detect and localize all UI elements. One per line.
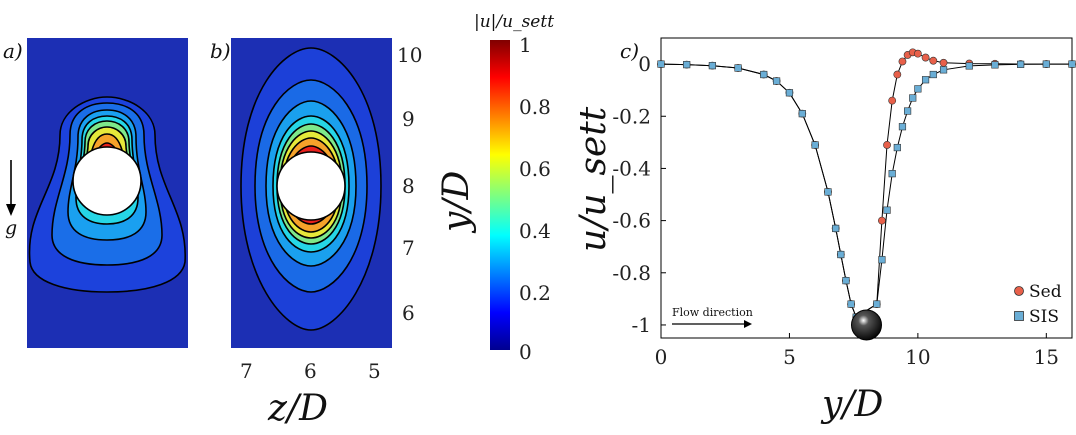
data-point-sed — [929, 56, 938, 65]
data-point-sis — [883, 206, 891, 214]
panel-b-ytick: 9 — [402, 107, 415, 131]
colorbar-tick: 0.4 — [519, 219, 551, 243]
colorbar-tick: 0.8 — [519, 95, 551, 119]
flow-direction-arrow-head — [744, 320, 752, 328]
data-point-sed — [893, 70, 902, 79]
y-tick-label: -0.8 — [612, 261, 651, 285]
x-tick-label: 5 — [783, 345, 796, 369]
series-line-sis — [660, 63, 1072, 318]
data-point-sed — [913, 49, 922, 58]
y-tick-label: -0.6 — [612, 209, 651, 233]
data-point-sis — [878, 256, 886, 264]
data-point-sis — [798, 110, 806, 118]
data-point-sis — [1068, 60, 1076, 68]
x-axis-label: y/D — [820, 384, 883, 425]
data-point-sis — [734, 64, 742, 72]
data-point-sis — [914, 85, 922, 93]
panel-b-ytick: 7 — [402, 236, 415, 260]
colorbar-title: |u|/u_sett — [474, 12, 554, 32]
panel-b-xtick: 7 — [240, 359, 253, 383]
series-line-sed — [660, 51, 1072, 318]
data-point-sis — [842, 277, 850, 285]
panel-c-label: c) — [620, 39, 639, 63]
legend-marker-sed — [1014, 286, 1024, 296]
y-axis-label: u/u_sett — [573, 106, 614, 252]
data-point-sis — [888, 170, 896, 178]
x-tick-label: 15 — [1034, 345, 1059, 369]
data-point-sed — [898, 57, 907, 66]
data-point-sis — [837, 250, 845, 259]
y-axis: 0 -0.2 -0.4 -0.6 -0.8 -1 — [612, 52, 666, 337]
y-tick-label: -1 — [632, 313, 651, 337]
data-point-sed — [878, 216, 886, 225]
data-point-sed — [883, 141, 891, 149]
panel-c: c) 0 5 10 15 0 -0.2 -0.4 -0.6 -0.8 -1 u/u_sett y… — [573, 37, 1076, 425]
series-layer — [657, 48, 1076, 322]
panel-b-sphere — [276, 151, 346, 221]
legend: Sed SIS — [1014, 282, 1062, 327]
colorbar-tick: 1 — [519, 33, 532, 57]
gravity-label: g — [5, 217, 17, 239]
panel-b-label: b) — [210, 39, 231, 63]
legend-marker-sis — [1014, 311, 1024, 321]
panel-b-ytick: 8 — [402, 174, 415, 198]
data-point-sis — [965, 62, 973, 70]
data-point-sis — [847, 300, 855, 308]
x-axis: 0 5 10 15 — [655, 333, 1059, 369]
data-point-sis — [903, 107, 912, 115]
y-tick-label: -0.2 — [612, 104, 651, 128]
legend-label-sis: SIS — [1029, 307, 1059, 327]
panel-b: b) 10 9 8 7 6 y/D 7 6 5 z/D — [210, 38, 477, 429]
legend-label-sed: Sed — [1029, 282, 1062, 302]
data-point-sis — [1017, 60, 1025, 68]
panel-b-ytick: 10 — [397, 43, 422, 67]
data-point-sis — [939, 66, 948, 74]
colorbar-tick: 0 — [519, 340, 532, 364]
data-point-sed — [939, 58, 948, 67]
panel-b-ylabel: y/D — [436, 171, 477, 234]
y-tick-label: -0.4 — [612, 156, 651, 180]
panel-b-xlabel: z/D — [267, 388, 328, 429]
panel-a-label: a) — [3, 39, 23, 63]
panel-a: a) g — [3, 38, 188, 348]
panel-b-ytick: 6 — [402, 301, 415, 325]
sphere-layer — [851, 309, 882, 341]
data-point-sis — [921, 76, 930, 84]
colorbar: |u|/u_sett 1 0.8 0.6 0.4 0.2 0 — [474, 12, 554, 364]
data-point-sis — [893, 143, 901, 152]
data-point-sis — [785, 89, 794, 97]
data-point-sis — [708, 62, 716, 70]
x-tick-label: 10 — [905, 345, 930, 369]
data-point-sis — [760, 70, 768, 79]
data-point-sis — [811, 141, 819, 149]
data-point-sed — [888, 96, 897, 105]
data-point-sis — [929, 70, 937, 79]
data-point-sis — [909, 94, 917, 102]
y-tick-label: 0 — [638, 52, 651, 76]
panel-b-xtick: 5 — [368, 359, 381, 383]
data-point-sis — [832, 224, 840, 233]
colorbar-gradient — [490, 40, 510, 350]
sphere-marker — [851, 309, 882, 341]
x-tick-label: 0 — [655, 345, 668, 369]
data-point-sis — [657, 60, 665, 68]
plot-frame — [660, 37, 1073, 339]
data-point-sis — [873, 300, 881, 308]
data-point-sed — [921, 53, 930, 62]
data-point-sis — [1042, 60, 1050, 68]
panel-a-sphere — [72, 146, 142, 216]
colorbar-tick: 0.6 — [519, 157, 551, 181]
panel-b-xtick: 6 — [304, 359, 317, 383]
data-point-sis — [683, 61, 691, 69]
colorbar-tick: 0.2 — [519, 281, 551, 305]
gravity-arrow-head — [6, 204, 16, 216]
data-point-sis — [824, 188, 832, 196]
data-point-sis — [898, 123, 907, 131]
flow-direction-label: Flow direction — [672, 306, 753, 319]
data-point-sis — [772, 77, 781, 85]
data-point-sis — [991, 61, 999, 69]
